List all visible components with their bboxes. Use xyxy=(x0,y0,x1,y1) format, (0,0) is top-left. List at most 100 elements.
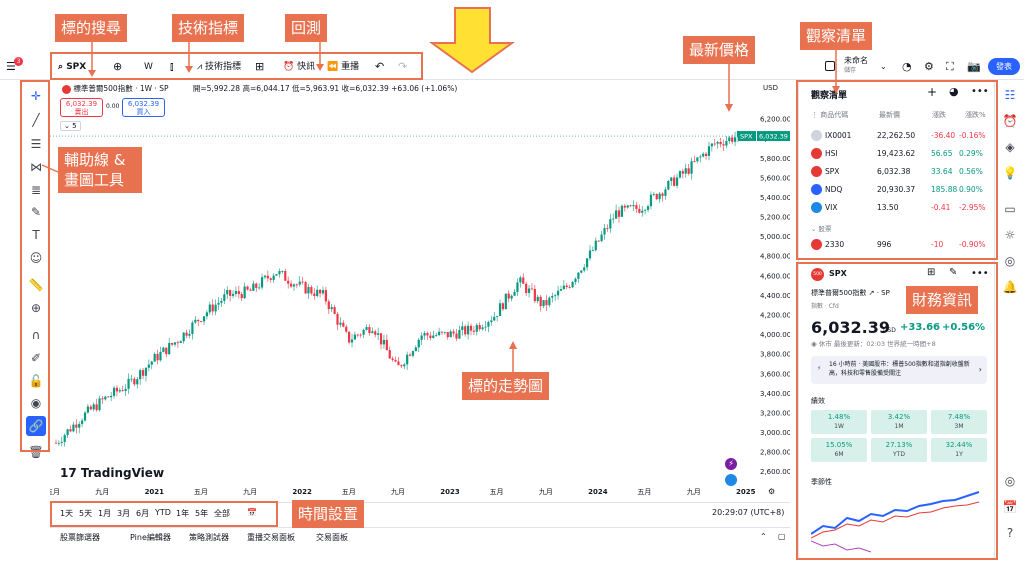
redo-icon[interactable]: ↷ xyxy=(398,60,408,73)
performance-cell[interactable]: 7.48% 3M xyxy=(931,410,987,434)
bulb-icon[interactable]: ☼ xyxy=(1004,228,1016,242)
bottom-tab[interactable]: 股票篩選器 xyxy=(60,533,100,542)
more-options-icon[interactable]: ••• xyxy=(971,86,989,97)
chat-icon[interactable]: ▭ xyxy=(1004,202,1016,216)
publish-button[interactable]: 發表 xyxy=(988,58,1020,75)
alerts-clock-icon[interactable]: ⏰ xyxy=(1002,114,1018,128)
candle-body xyxy=(208,304,211,313)
performance-cell[interactable]: 3.42% 1M xyxy=(871,410,927,434)
lock-pencil-icon[interactable]: ✐ xyxy=(30,351,42,365)
watchlist-group-label[interactable]: ⌄ 股票 xyxy=(811,225,832,233)
replay-button[interactable]: ⏪ 重播 xyxy=(327,62,360,72)
range-button[interactable]: 1天 xyxy=(60,509,74,518)
layout-name[interactable]: 未命名 儲存 xyxy=(844,56,868,74)
details-name[interactable]: 標準普爾500指數 ↗ · SP xyxy=(811,289,890,297)
candle-body xyxy=(696,157,699,162)
pitchfork-icon[interactable]: ⋈ xyxy=(30,160,42,174)
fullscreen-icon[interactable]: ⛶ xyxy=(946,60,954,73)
watchlist-title[interactable]: 觀察清單 xyxy=(811,91,848,101)
watchlist-row[interactable]: VIX 13.50 -0.41 -2.95% xyxy=(799,199,995,217)
chevron-down-icon[interactable]: ⌄ xyxy=(880,62,887,71)
lightning-event-icon[interactable]: ⚡ xyxy=(725,458,737,470)
range-button[interactable]: 全部 xyxy=(214,509,230,518)
more-options-icon[interactable]: ••• xyxy=(971,268,989,279)
link-icon[interactable]: 🔗 xyxy=(26,416,46,436)
parallel-channel-icon[interactable]: ☰ xyxy=(30,137,42,151)
watchlist-toggle-icon[interactable]: ☷ xyxy=(1004,88,1016,102)
watchlist-row[interactable]: 2330 996 -10 -0.90% xyxy=(799,236,995,254)
range-button[interactable]: 3月 xyxy=(117,509,131,518)
bottom-tab[interactable]: 策略測試器 xyxy=(189,533,229,542)
candle-body xyxy=(144,367,148,376)
symbol-search-button[interactable]: ⌕ SPX xyxy=(58,62,87,72)
watchlist-row[interactable]: HSI 19,423.62 56.65 0.29% xyxy=(799,145,995,163)
layers-icon[interactable]: ◈ xyxy=(1005,140,1015,154)
ideas-lightbulb-icon[interactable]: 💡 xyxy=(1002,166,1018,180)
trend-line-icon[interactable]: ╱ xyxy=(32,113,40,127)
range-button[interactable]: 6月 xyxy=(136,509,150,518)
chart-area[interactable]: 標準普爾500指數 · 1W · SP 開=5,992.28 高=6,044.1… xyxy=(50,80,790,500)
calendar-icon[interactable]: 📅 xyxy=(1002,500,1018,514)
candle-body xyxy=(702,153,705,157)
bottom-tab[interactable]: 交易面板 xyxy=(316,533,348,542)
candle-type-icon[interactable]: ⫾ xyxy=(170,60,174,73)
bottom-tab[interactable]: 重播交易面板 xyxy=(247,533,295,542)
news-card[interactable]: ⚡ 16 小時前 · 美國股市：標普500指數和道指創收盤新高，科技和零售股備受… xyxy=(811,356,987,384)
crosshair-icon[interactable]: ✛ xyxy=(30,89,42,103)
bell-icon[interactable]: 🔔 xyxy=(1002,280,1018,294)
alert-button[interactable]: ⏰ 快訊 xyxy=(283,62,316,72)
price-chart[interactable]: 6,200.006,000.005,800.005,600.005,400.00… xyxy=(50,80,790,500)
menu-icon[interactable]: ☰ xyxy=(6,60,16,73)
performance-cell[interactable]: 15.05% 6M xyxy=(811,438,867,462)
axis-settings-gear-icon[interactable]: ⚙ xyxy=(768,487,776,496)
sell-button[interactable]: 6,032.39 賣出 xyxy=(60,98,103,117)
edit-icon[interactable]: ✎ xyxy=(949,267,958,278)
watchlist-row[interactable]: SPX 6,032.38 33.64 0.56% xyxy=(799,163,995,181)
us-flag-icon[interactable] xyxy=(725,474,737,486)
brush-icon[interactable]: ✎ xyxy=(30,205,42,219)
ruler-icon[interactable]: 📏 xyxy=(28,278,44,292)
range-button[interactable]: 5天 xyxy=(79,509,93,518)
compare-symbol-icon[interactable]: ⊕ xyxy=(113,60,123,73)
watchlist-row[interactable]: IX0001 22,262.50 -36.40 -0.16% xyxy=(799,127,995,145)
add-symbol-icon[interactable]: + xyxy=(927,85,938,99)
performance-cell[interactable]: 27.13% YTD xyxy=(871,438,927,462)
interval-button[interactable]: W xyxy=(144,62,153,72)
eye-icon[interactable]: ◉ xyxy=(30,396,42,410)
magnet-icon[interactable]: ∩ xyxy=(31,328,41,342)
trash-icon[interactable]: 🗑 xyxy=(28,445,44,459)
performance-cell[interactable]: 32.44% 1Y xyxy=(931,438,987,462)
range-button[interactable]: 1年 xyxy=(176,509,190,518)
settings-gear-icon[interactable]: ⚙ xyxy=(924,60,934,73)
candle-body xyxy=(205,312,209,317)
range-button[interactable]: YTD xyxy=(155,508,171,517)
help-icon[interactable]: ? xyxy=(1006,526,1014,540)
target-icon[interactable]: ◎ xyxy=(1004,474,1016,488)
undo-icon[interactable]: ↶ xyxy=(375,60,385,73)
buy-button[interactable]: 6,032.39 買入 xyxy=(122,98,165,117)
quick-search-icon[interactable]: ◔ xyxy=(902,60,912,73)
range-button[interactable]: 5年 xyxy=(195,509,209,518)
collapse-panel-icon[interactable]: ⌃ xyxy=(760,532,767,541)
tradingview-watermark: 𝟭𝟳 TradingView xyxy=(60,466,165,480)
collapse-indicators-button[interactable]: ⌄ 5 xyxy=(60,121,81,131)
seasonality-chart[interactable] xyxy=(811,486,987,554)
broadcast-icon[interactable]: ◎ xyxy=(1004,254,1016,268)
camera-icon[interactable]: 📷 xyxy=(967,60,981,73)
calendar-icon[interactable]: 📅 xyxy=(247,508,257,517)
watchlist-row[interactable]: NDQ 20,930.37 185.88 0.90% xyxy=(799,181,995,199)
performance-cell[interactable]: 1.48% 1W xyxy=(811,410,867,434)
layout-grid-icon[interactable]: ⊞ xyxy=(255,60,265,73)
pie-chart-icon[interactable]: ◕ xyxy=(949,85,959,98)
bottom-tab[interactable]: Pine編輯器 xyxy=(130,533,171,542)
maximize-panel-icon[interactable]: ▢ xyxy=(778,532,786,541)
grid-icon[interactable]: ⊞ xyxy=(927,267,936,278)
lock-icon[interactable]: 🔓 xyxy=(28,374,44,388)
range-button[interactable]: 1月 xyxy=(98,509,112,518)
layout-square-icon[interactable] xyxy=(825,61,835,71)
text-tool-icon[interactable]: T xyxy=(32,228,40,242)
fib-retracement-icon[interactable]: ≣ xyxy=(30,183,42,197)
smiley-icon[interactable]: ☺ xyxy=(29,251,43,265)
zoom-in-icon[interactable]: ⊕ xyxy=(30,301,42,315)
indicators-button[interactable]: ⩘ 技術指標 xyxy=(197,62,241,72)
